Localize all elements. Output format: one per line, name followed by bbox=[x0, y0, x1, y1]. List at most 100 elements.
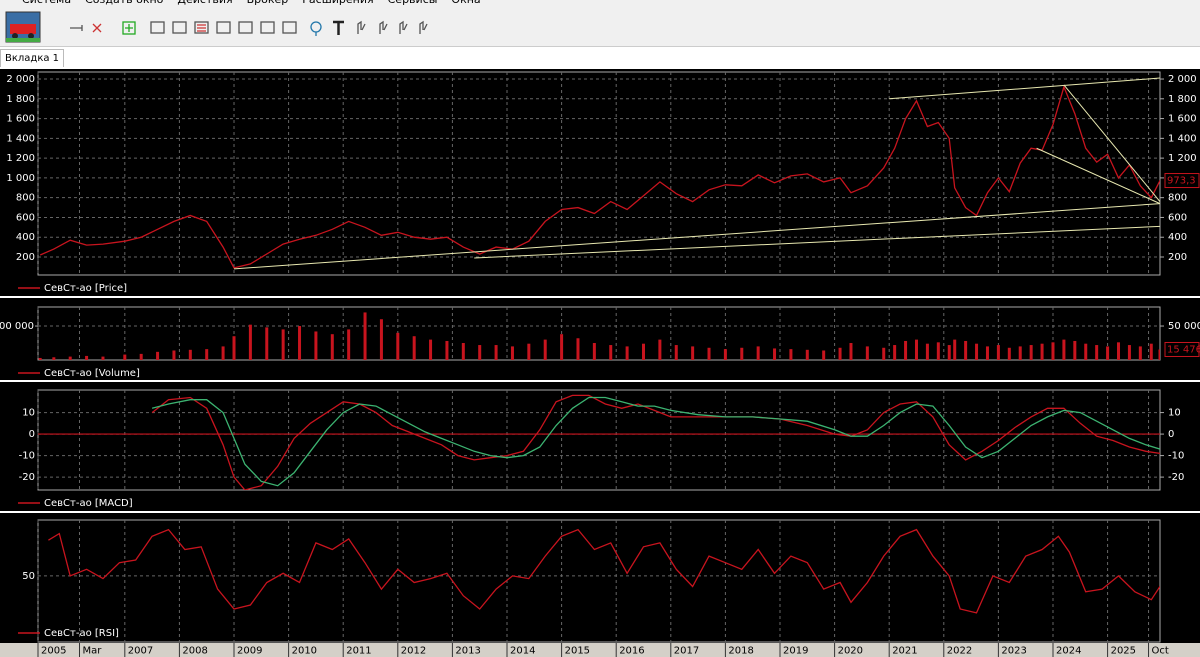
volume-bar bbox=[396, 332, 400, 360]
volume-bar bbox=[510, 346, 514, 360]
volume-bar bbox=[975, 343, 979, 360]
y-tick-label: 10 bbox=[1168, 408, 1181, 419]
legend-label: СевСт-ао [Price] bbox=[44, 283, 127, 294]
x-tick-label: 2005 bbox=[41, 646, 66, 657]
volume-bar bbox=[330, 334, 334, 360]
volume-bar bbox=[849, 343, 853, 360]
y-tick-label: 200 bbox=[16, 252, 35, 263]
menu-item[interactable]: Действия bbox=[177, 0, 232, 7]
legend-label: СевСт-ао [MACD] bbox=[44, 498, 133, 509]
x-tick-label: 2019 bbox=[783, 646, 808, 657]
y-tick-label: 10 bbox=[22, 408, 35, 419]
tab[interactable]: Вкладка 1 bbox=[0, 49, 65, 67]
volume-bar bbox=[985, 346, 989, 360]
volume-bar bbox=[265, 327, 269, 360]
y-tick-label: 600 bbox=[1168, 212, 1187, 223]
series-line bbox=[151, 396, 1160, 487]
x-tick-label: 2021 bbox=[892, 646, 917, 657]
x-tick-label: 2011 bbox=[346, 646, 371, 657]
x-tick-label: 2024 bbox=[1056, 646, 1081, 657]
legend-label: СевСт-ао [RSI] bbox=[44, 628, 119, 639]
pane: 50 СевСт-ао [RSI] bbox=[18, 519, 1161, 643]
volume-bar bbox=[1106, 346, 1110, 360]
pane: 50 000 100 000 СевСт-ао [Volume] 15 476 bbox=[0, 306, 1200, 379]
volume-bar bbox=[1158, 349, 1160, 360]
volume-bar bbox=[68, 356, 72, 360]
y-tick-label: 1 400 bbox=[6, 133, 35, 144]
volume-bar bbox=[101, 356, 105, 360]
x-tick-label: 2022 bbox=[947, 646, 972, 657]
x-tick-label: 2016 bbox=[619, 646, 644, 657]
trend-line bbox=[1036, 147, 1160, 205]
volume-bar bbox=[576, 338, 580, 360]
volume-bar bbox=[232, 336, 236, 360]
volume-bar bbox=[156, 351, 160, 360]
volume-bar bbox=[1051, 342, 1055, 360]
volume-bar bbox=[1149, 343, 1153, 360]
x-tick-label: 2014 bbox=[510, 646, 535, 657]
volume-bar bbox=[904, 340, 908, 360]
y-tick-label: -20 bbox=[1168, 472, 1184, 483]
volume-bar bbox=[429, 339, 433, 360]
volume-bar bbox=[221, 346, 225, 360]
y-tick-label: 600 bbox=[16, 212, 35, 223]
y-tick-label: 0 bbox=[29, 429, 35, 440]
volume-bar bbox=[1127, 345, 1131, 360]
pane: 10 10 0 0 -10 -10 -20 -20 СевСт-ао [MACD] bbox=[18, 389, 1184, 509]
last-value-box bbox=[1164, 341, 1200, 357]
volume-bar bbox=[363, 312, 367, 360]
volume-bar bbox=[461, 343, 465, 360]
y-tick-label: 400 bbox=[16, 232, 35, 243]
y-tick-label: 1 400 bbox=[1168, 133, 1197, 144]
volume-bar bbox=[789, 349, 793, 360]
menu-item[interactable]: Сервисы bbox=[388, 0, 438, 7]
menu-item[interactable]: Брокер bbox=[247, 0, 289, 7]
y-tick-label: -20 bbox=[19, 472, 35, 483]
trend-line bbox=[233, 203, 1160, 270]
y-tick-label: 200 bbox=[1168, 252, 1187, 263]
y-tick-label: 1 200 bbox=[1168, 153, 1197, 164]
x-tick-label: 2012 bbox=[401, 646, 426, 657]
volume-bar bbox=[773, 348, 777, 360]
menu-item[interactable]: Система bbox=[22, 0, 71, 7]
x-tick-label: 2013 bbox=[455, 646, 480, 657]
volume-bar bbox=[314, 331, 318, 360]
x-tick-label: 2025 bbox=[1111, 646, 1136, 657]
volume-bar bbox=[1040, 343, 1044, 360]
y-tick-label: 800 bbox=[16, 193, 35, 204]
terminal-chrome: Система Создать окно Действия Брокер Расшире… bbox=[0, 0, 1200, 69]
chart-window: 2 000 2 000 1 800 1 800 1 600 1 600 1 400 1 400… bbox=[0, 71, 1200, 657]
y-tick-label: 1 200 bbox=[6, 153, 35, 164]
toolbar bbox=[5, 11, 428, 43]
volume-bar bbox=[1138, 346, 1142, 360]
y-tick-label: -10 bbox=[19, 451, 35, 462]
y-tick-label: 50 bbox=[22, 571, 35, 582]
volume-bar bbox=[805, 349, 809, 360]
volume-bar bbox=[248, 324, 252, 360]
legend-label: СевСт-ао [Volume] bbox=[44, 368, 140, 379]
y-tick-label: 800 bbox=[1168, 193, 1187, 204]
menu-item[interactable]: Создать окно bbox=[85, 0, 163, 7]
volume-bar bbox=[298, 326, 302, 360]
volume-bar bbox=[592, 343, 596, 360]
volume-bar bbox=[882, 347, 886, 360]
volume-bar bbox=[641, 343, 645, 360]
volume-bar bbox=[625, 346, 629, 360]
volume-bar bbox=[822, 350, 826, 360]
x-tick-label: 2018 bbox=[728, 646, 753, 657]
volume-bar bbox=[893, 345, 897, 360]
y-tick-label: 2 000 bbox=[6, 74, 35, 85]
menu-item[interactable]: Окна bbox=[451, 0, 480, 7]
plot-area bbox=[37, 519, 1161, 643]
volume-bar bbox=[658, 339, 662, 360]
tab-strip: Вкладка 1 bbox=[0, 46, 1200, 69]
series-line bbox=[39, 84, 1160, 269]
menu-item[interactable]: Расширения bbox=[302, 0, 373, 7]
y-tick-label: 1 600 bbox=[6, 114, 35, 125]
volume-bar bbox=[139, 353, 143, 360]
volume-bar bbox=[964, 340, 968, 360]
volume-bar bbox=[347, 329, 351, 360]
tool-icons[interactable] bbox=[70, 20, 428, 36]
plot-content bbox=[151, 394, 1160, 490]
